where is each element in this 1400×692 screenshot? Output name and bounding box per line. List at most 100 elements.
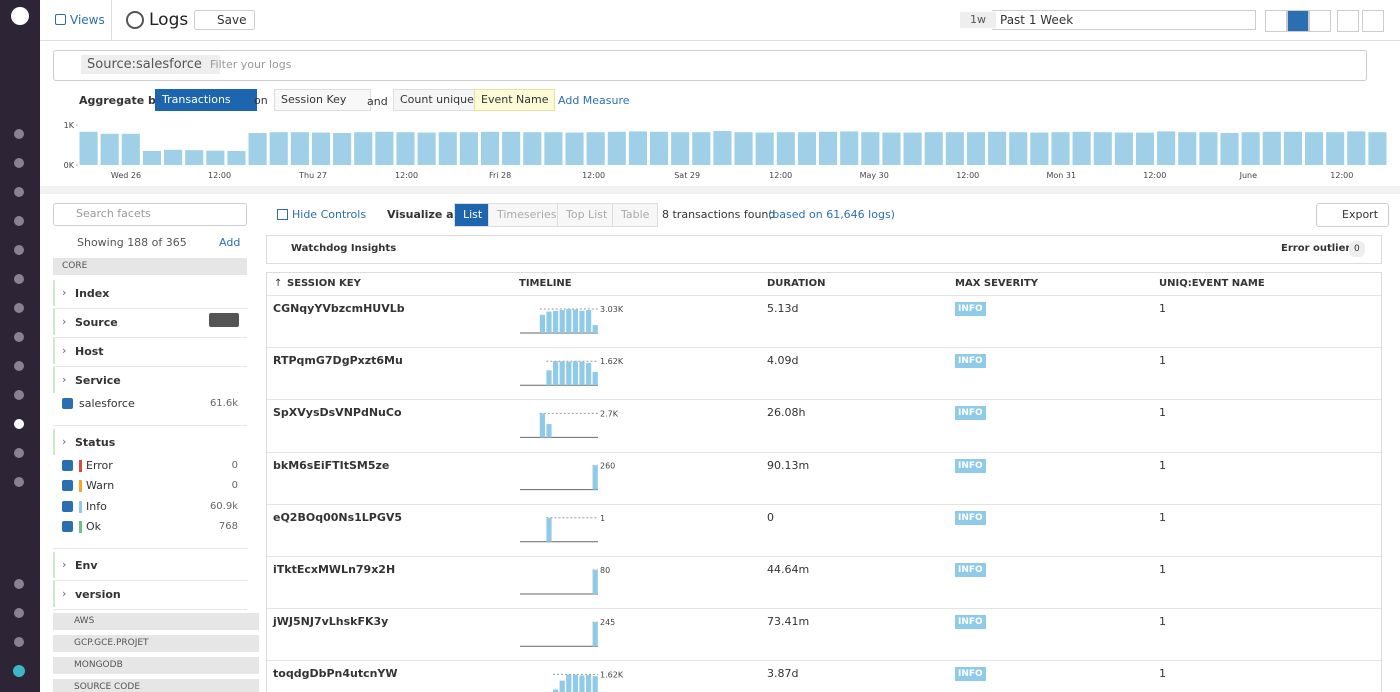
facet-name[interactable]: Env [75,558,98,572]
uniq-count: 1 [1159,510,1166,524]
timeline-bar [592,622,598,647]
facet-name[interactable]: Status [75,435,116,449]
facet-value[interactable]: Info [86,499,107,513]
facet-search-input[interactable]: Search facets [76,207,151,220]
session-key[interactable]: eQ2BOq00Ns1LPGV5 [273,510,403,524]
save-button[interactable]: Save [194,10,256,30]
bar [565,132,584,165]
session-key[interactable]: toqdgDbPn4utcnYW [273,667,398,681]
peak-label: 1 [600,514,605,523]
severity-badge: INFO [955,458,986,473]
timeline-bar [572,309,578,333]
timeline-bar [579,361,585,386]
column-header[interactable]: TIMELINE [519,278,572,289]
key-tag[interactable]: Session Key [274,89,372,111]
x-tick-label: Wed 26 [111,171,141,180]
views-link[interactable]: Views [70,13,105,27]
facet-name[interactable]: Source [75,316,118,329]
facet-name[interactable]: Index [75,287,110,300]
bar [502,131,521,165]
row-separator [267,608,1381,610]
checkbox [62,521,73,532]
column-header[interactable]: MAX SEVERITY [955,278,1038,289]
session-key[interactable]: RTPqmG7DgPxzt6Mu [273,354,403,368]
bar [945,132,964,165]
add-measure[interactable]: Add Measure [558,94,630,107]
facet-group-header[interactable]: SOURCE CODE [53,679,259,692]
group-tag[interactable]: Transactions [155,89,257,111]
column-header[interactable]: UNIQ:EVENT NAME [1159,278,1265,289]
time-range[interactable]: Past 1 Week [992,10,1256,30]
timeline-bar [566,361,572,386]
facet-value[interactable]: Warn [86,479,115,492]
outliers-label: Error outliers [1281,243,1357,254]
timeline-bar [559,361,565,386]
session-key[interactable]: CGNqyYVbzcmHUVLb [273,302,405,315]
icon [14,579,24,589]
facet-value[interactable]: salesforce [79,397,135,410]
measure-field[interactable]: Event Name [474,89,556,111]
bar [1178,132,1197,165]
time-short[interactable]: 1w [960,12,996,28]
icon [14,129,24,139]
view-tab[interactable]: Top List [557,203,617,227]
icon [14,245,24,255]
view-tab[interactable]: Timeseries [488,203,566,227]
x-tick-label: May 30 [860,171,889,180]
bar [1114,132,1133,165]
results-count: 8 transactions found [662,208,776,221]
timeline-bar [586,362,592,386]
session-key[interactable]: SpXVysDsVNPdNuCo [273,406,402,420]
bar [1326,132,1345,165]
duration: 44.64m [767,563,810,576]
results-link[interactable]: (based on 61,646 logs) [768,208,895,221]
bar [1368,132,1387,165]
measure-fn[interactable]: Count unique [393,89,481,111]
bar [861,132,880,165]
timeline-bar [559,680,565,692]
time-control-button[interactable] [1265,10,1287,32]
export-button[interactable]: Export [1316,203,1390,227]
and-label: and [367,95,388,108]
facet-group-header[interactable]: MONGODB [53,657,259,674]
icon [14,332,24,342]
time-control-button[interactable] [1309,10,1331,32]
add-facet[interactable]: Add [219,236,241,249]
severity-badge: INFO [955,615,986,630]
bar [227,151,246,165]
page-title: Logs [149,10,189,30]
view-tab[interactable]: Table [612,203,659,227]
bar [903,132,922,165]
facet-group-header[interactable]: AWS [53,613,259,630]
session-key[interactable]: bkM6sEiFTItSM5ze [273,458,390,472]
bar [100,133,119,165]
view-tab[interactable]: List [454,203,492,227]
x-tick-label: 12:00 [956,171,979,180]
time-control-button[interactable] [1287,10,1309,32]
bar [628,131,647,165]
top-bar [40,0,1400,41]
column-header[interactable]: SESSION KEY [287,278,361,289]
time-control-button[interactable] [1362,10,1384,32]
facet-group-header[interactable]: GCP.GCE.PROJET [53,635,259,652]
hide-controls[interactable]: Hide Controls [292,208,367,221]
timeline-bar [546,311,552,333]
timeline-bar [572,361,578,386]
time-control-button[interactable] [1337,10,1359,32]
checkbox [62,459,73,471]
facet-name[interactable]: Host [75,345,104,358]
facet-name[interactable]: Service [75,374,121,387]
facet-name[interactable]: version [75,587,121,601]
session-key[interactable]: jWJ5NJ7vLhskFK3y [273,615,389,629]
query-tag[interactable]: Source:salesforce [81,55,220,74]
search-input[interactable]: Filter your logs [210,58,292,71]
bar [966,132,986,165]
facet-value[interactable]: Ok [86,520,102,533]
bar [1262,131,1281,165]
facet-value[interactable]: Error [86,458,113,472]
session-key[interactable]: iTktEcxMWLn79x2H [273,563,396,576]
icon [14,158,24,168]
caret: › [62,344,67,357]
column-header[interactable]: DURATION [767,278,826,289]
